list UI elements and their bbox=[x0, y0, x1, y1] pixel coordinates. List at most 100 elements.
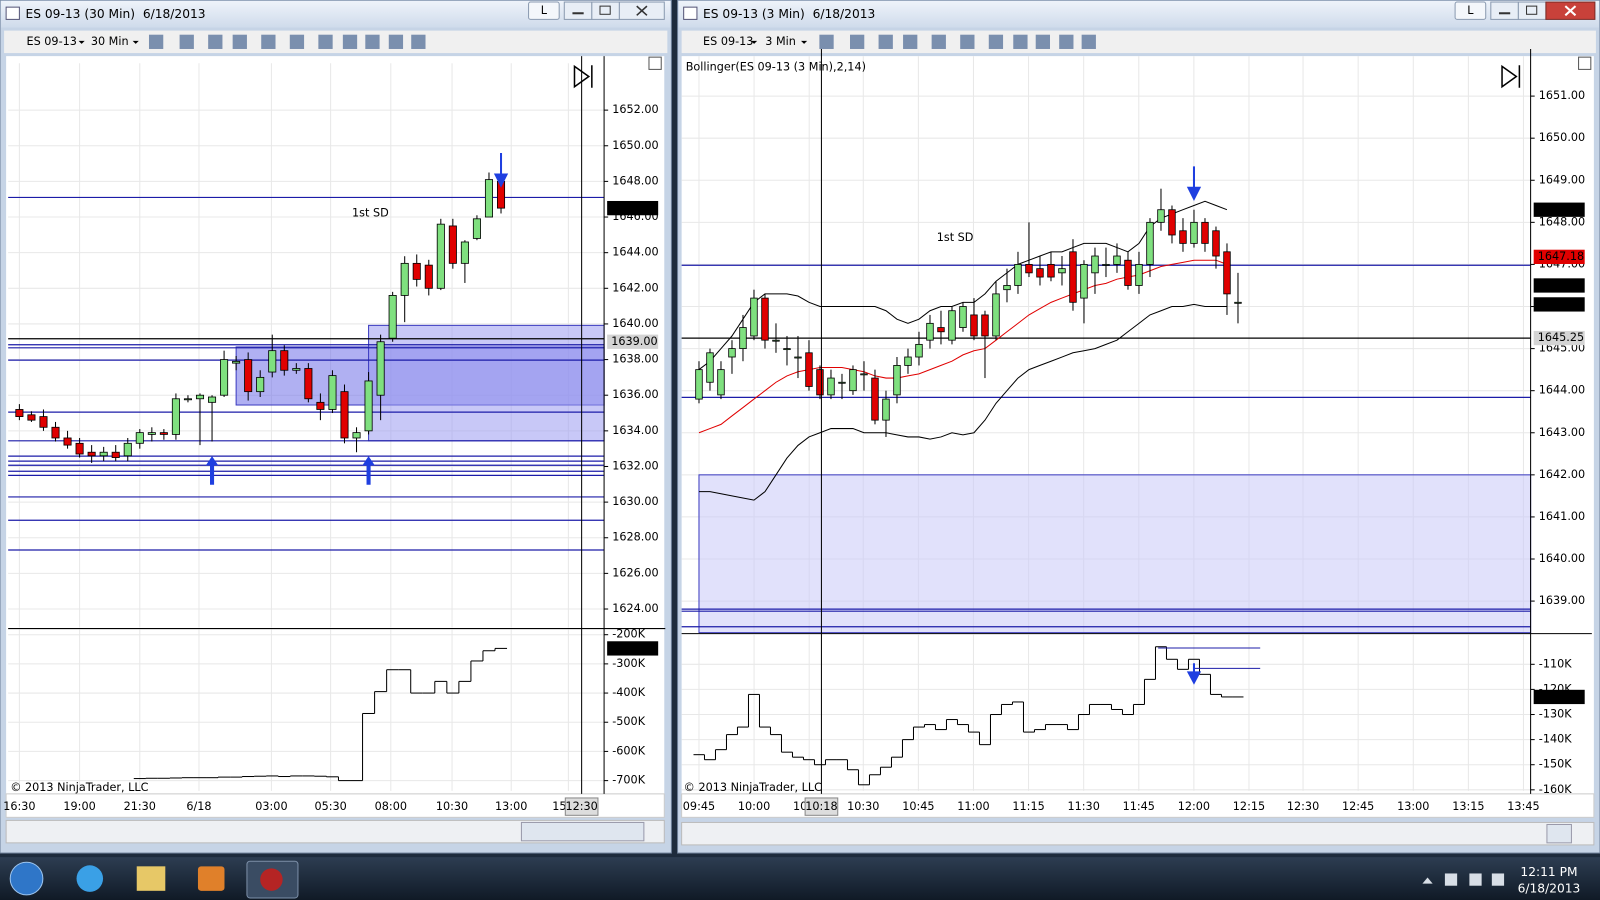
media-icon[interactable] bbox=[197, 866, 225, 891]
window-title: ES 09-13 (30 Min) 6/18/2013 bbox=[26, 7, 206, 21]
zone bbox=[368, 324, 605, 442]
toolbar bbox=[4, 30, 668, 54]
candle-body bbox=[915, 343, 923, 358]
y-tick-label: 1644.00 bbox=[612, 246, 658, 259]
y-tick-label: -140K bbox=[1539, 733, 1572, 746]
minimize-button[interactable] bbox=[1490, 1, 1519, 20]
price-tag-label: 1646.50 bbox=[611, 201, 657, 214]
price-tag-label: 1639.00 bbox=[611, 335, 657, 348]
candle-body bbox=[1223, 251, 1231, 295]
candle-body bbox=[1234, 301, 1242, 304]
annotation: 1st SD bbox=[352, 206, 389, 219]
copyright: © 2013 NinjaTrader, LLC bbox=[684, 781, 822, 794]
tray-icons[interactable] bbox=[1422, 873, 1505, 886]
end-icon bbox=[1501, 64, 1521, 89]
y-tick-label: 1639.00 bbox=[1539, 594, 1585, 607]
candle-body bbox=[171, 398, 180, 435]
y-tick-label: 1649.00 bbox=[1539, 173, 1585, 186]
price-tag-label: -123K bbox=[1538, 690, 1571, 703]
y-tick-label: 1628.00 bbox=[612, 531, 658, 544]
candle-body bbox=[959, 306, 967, 328]
candle-body bbox=[256, 376, 265, 393]
candle-body bbox=[268, 350, 277, 373]
price-tag bbox=[607, 334, 659, 349]
x-tick-label: 12:45 bbox=[1342, 800, 1374, 813]
candle-body bbox=[364, 380, 373, 432]
dropdown-icon bbox=[132, 40, 139, 44]
toolbar-icons[interactable] bbox=[819, 34, 1096, 49]
candle-body bbox=[195, 394, 205, 400]
cursor-label: 10:18 bbox=[805, 800, 837, 813]
candle-body bbox=[772, 339, 780, 342]
browser-icon[interactable] bbox=[76, 865, 104, 892]
candle-body bbox=[750, 297, 758, 337]
y-tick-label: -600K bbox=[612, 744, 645, 757]
candle-body bbox=[992, 293, 1000, 337]
candle-body bbox=[1135, 264, 1143, 286]
taskbar: 12:11 PM 6/18/2013 bbox=[0, 857, 1600, 900]
candle-body bbox=[871, 377, 879, 421]
chart-area bbox=[681, 56, 1594, 794]
candle-body bbox=[292, 368, 301, 371]
y-tick-label: 1624.00 bbox=[612, 602, 658, 615]
candle-body bbox=[51, 426, 60, 439]
candle-body bbox=[304, 368, 313, 400]
candle-body bbox=[695, 369, 703, 400]
link-button[interactable] bbox=[528, 1, 560, 20]
ninjatrader-icon bbox=[260, 868, 283, 891]
link-button[interactable] bbox=[1454, 1, 1487, 20]
x-tick-label: 21:30 bbox=[124, 800, 156, 813]
y-tick-label: -110K bbox=[1539, 657, 1572, 670]
instrument-selector[interactable]: ES 09-13 bbox=[703, 35, 753, 48]
app-icon bbox=[683, 6, 698, 20]
scrollbar[interactable] bbox=[5, 819, 665, 844]
x-tick-label: 10:45 bbox=[902, 800, 934, 813]
candle-body bbox=[1146, 221, 1154, 265]
x-tick-label: 6/18 bbox=[186, 800, 211, 813]
window-title: ES 09-13 (3 Min) 6/18/2013 bbox=[703, 7, 875, 21]
candle-body bbox=[761, 297, 769, 341]
signal-arrow bbox=[362, 456, 375, 485]
y-tick-label: 1652.00 bbox=[612, 103, 658, 116]
maximize-button[interactable] bbox=[591, 1, 620, 20]
candle-body bbox=[1113, 255, 1121, 265]
price-tag bbox=[1533, 249, 1585, 264]
price-tag-label: 1645.25 bbox=[1538, 331, 1584, 344]
scrollbar[interactable] bbox=[681, 821, 1595, 846]
candle-body bbox=[123, 442, 132, 457]
folder-icon[interactable] bbox=[136, 866, 166, 891]
candle-body bbox=[1069, 251, 1077, 303]
toolbar-icons[interactable] bbox=[148, 34, 426, 49]
period-selector[interactable]: 30 Min bbox=[91, 35, 129, 48]
candle-body bbox=[352, 432, 361, 439]
candle-body bbox=[981, 314, 989, 337]
maximize-button[interactable] bbox=[1517, 1, 1547, 20]
scrollbar-thumb[interactable] bbox=[520, 821, 645, 842]
candle-body bbox=[412, 262, 421, 280]
candle-body bbox=[926, 322, 934, 341]
app-icon bbox=[5, 6, 20, 20]
signal-arrow bbox=[493, 153, 509, 188]
copyright: © 2013 NinjaTrader, LLC bbox=[10, 781, 148, 794]
cursor-label-box bbox=[804, 797, 839, 816]
candle-body bbox=[1190, 221, 1198, 244]
period-selector[interactable]: 3 Min bbox=[765, 35, 796, 48]
minimize-button[interactable] bbox=[563, 1, 593, 20]
x-tick-label: 19:00 bbox=[63, 800, 95, 813]
price-tag bbox=[1533, 202, 1585, 217]
candle-body bbox=[232, 360, 241, 364]
instrument-selector[interactable]: ES 09-13 bbox=[27, 35, 77, 48]
start-button[interactable] bbox=[9, 861, 44, 896]
price-tag-label: 1647.18 bbox=[1538, 250, 1584, 263]
link-button-label[interactable]: L bbox=[541, 4, 548, 17]
y-tick-label: -160K bbox=[1539, 783, 1572, 796]
candle-body bbox=[860, 373, 868, 376]
maximize-icon bbox=[1526, 5, 1538, 15]
link-button-label[interactable]: L bbox=[1467, 4, 1474, 17]
scrollbar-thumb[interactable] bbox=[1546, 823, 1572, 844]
x-tick-label: 11:00 bbox=[957, 800, 989, 813]
candle-body bbox=[280, 350, 289, 371]
candle-body bbox=[827, 377, 835, 396]
